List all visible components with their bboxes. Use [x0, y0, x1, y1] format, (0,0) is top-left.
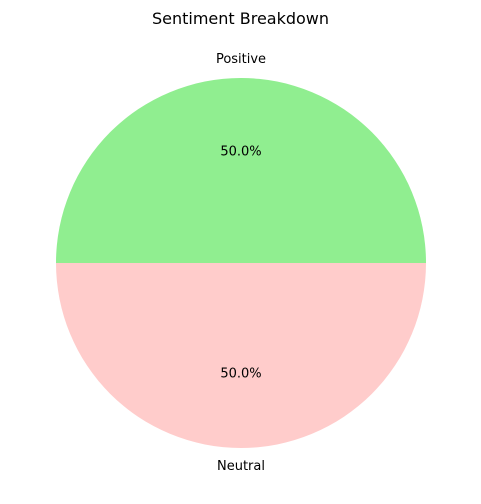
pie-slices — [56, 78, 426, 448]
pie-slice-positive — [56, 78, 426, 263]
pie-slice-neutral — [56, 263, 426, 448]
slice-label-neutral: Neutral — [217, 459, 265, 474]
pct-label-neutral: 50.0% — [220, 367, 261, 382]
pct-label-positive: 50.0% — [220, 145, 261, 160]
chart-title: Sentiment Breakdown — [152, 9, 329, 28]
pie-labels: Positive 50.0% Neutral 50.0% — [216, 52, 266, 474]
slice-label-positive: Positive — [216, 52, 266, 67]
